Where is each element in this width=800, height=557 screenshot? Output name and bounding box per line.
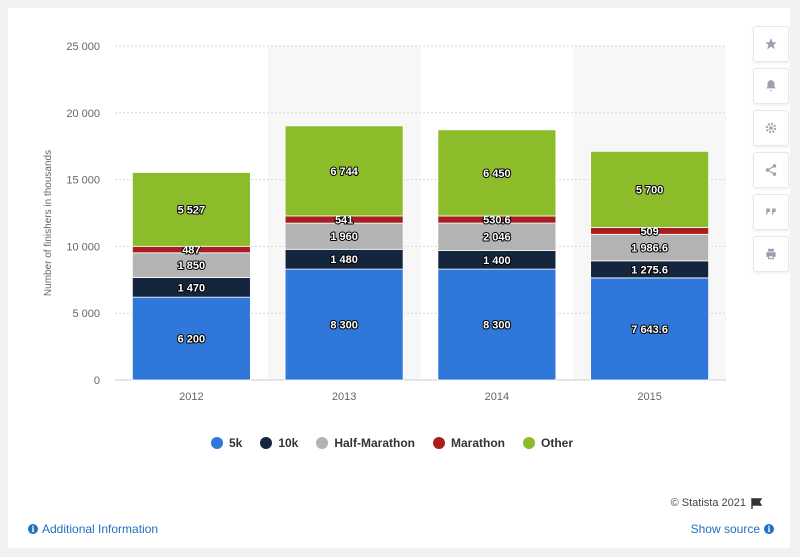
chart-svg: 0 5 000 10 000 15 000 20 000 25 000 6 200 1 47… [43, 41, 726, 403]
data-label: 6 200 [178, 334, 206, 346]
x-tick-label: 2013 [332, 391, 356, 403]
bar-segment[interactable] [590, 233, 710, 262]
legend-item[interactable]: 5k [210, 436, 243, 450]
bar-segment[interactable] [284, 268, 404, 381]
legend-label: Marathon [451, 436, 506, 450]
x-tick-label: 2012 [179, 391, 203, 403]
bar-segment[interactable] [437, 129, 557, 217]
data-label: 8 300 [483, 320, 511, 332]
bar-segment[interactable] [437, 222, 557, 251]
bar-segment[interactable] [131, 172, 251, 247]
show-source-link[interactable]: Show source i [691, 522, 774, 536]
data-label: 1 850 [178, 260, 206, 272]
cite-button[interactable] [753, 194, 789, 230]
credit-text: © Statista 2021 [670, 497, 746, 509]
x-tick-label: 2015 [637, 391, 661, 403]
y-tick-label: 25 000 [66, 41, 100, 53]
print-button[interactable] [753, 236, 789, 272]
bar-segment[interactable] [437, 268, 557, 381]
bar-segment[interactable] [284, 222, 404, 250]
bar-segment[interactable] [131, 296, 251, 381]
legend-label: Half-Marathon [334, 436, 416, 450]
toolbar [753, 26, 789, 278]
bar-segment[interactable] [590, 277, 710, 381]
quote-icon [766, 208, 776, 215]
data-label: 5 527 [178, 204, 206, 216]
x-tick-label: 2014 [485, 391, 509, 403]
data-label: 7 643.6 [631, 324, 668, 336]
bar-segment[interactable] [284, 125, 404, 217]
alert-button[interactable] [753, 68, 789, 104]
data-label: 2 046 [483, 232, 511, 244]
data-label: 5 700 [636, 184, 664, 196]
settings-button[interactable] [753, 110, 789, 146]
data-label: 6 450 [483, 168, 511, 180]
star-icon [765, 38, 777, 50]
legend-item[interactable]: 10k [260, 436, 298, 450]
share-icon [765, 164, 777, 176]
legend-label: 5k [228, 436, 243, 450]
data-label: 1 400 [483, 255, 511, 267]
legend-marker [260, 437, 273, 449]
y-tick-label: 20 000 [66, 108, 100, 120]
legend-item[interactable]: Other [523, 436, 573, 450]
data-label: 1 986.6 [631, 243, 668, 255]
additional-information-label: Additional Information [42, 522, 159, 536]
legend-marker [210, 437, 223, 449]
data-label: 487 [182, 245, 200, 257]
show-source-label: Show source [690, 522, 760, 536]
legend-item[interactable]: Marathon [433, 436, 505, 450]
legend-marker [433, 437, 446, 449]
bar-segment[interactable] [131, 252, 251, 278]
y-tick-label: 5 000 [72, 308, 100, 320]
data-label: 509 [640, 226, 658, 238]
legend-marker [316, 437, 329, 449]
chart-card: 0 5 000 10 000 15 000 20 000 25 000 6 200 1 47… [8, 8, 790, 548]
gear-icon [765, 122, 777, 134]
share-button[interactable] [753, 152, 789, 188]
bell-icon [766, 80, 776, 92]
data-label: 1 470 [178, 282, 206, 294]
y-tick-label: 0 [94, 375, 100, 387]
data-label: 541 [335, 215, 353, 227]
y-tick-label: 15 000 [66, 175, 100, 187]
data-label: 6 744 [330, 166, 358, 178]
data-label: 530.6 [483, 215, 511, 227]
legend-label: 10k [278, 436, 299, 450]
legend-marker [523, 437, 536, 449]
y-tick-label: 10 000 [66, 241, 100, 253]
favorite-button[interactable] [753, 26, 789, 62]
info-icon: i [764, 524, 774, 534]
data-label: 1 275.6 [631, 264, 668, 276]
data-label: 1 960 [330, 231, 358, 243]
print-icon [766, 248, 776, 260]
additional-information-link[interactable]: i Additional Information [28, 522, 158, 536]
statista-credit[interactable]: © Statista 2021 [671, 497, 763, 509]
flag-icon [751, 497, 763, 509]
legend-item[interactable]: Half-Marathon [316, 436, 415, 450]
data-label: 8 300 [330, 320, 358, 332]
y-axis-label: Number of finishers in thousands [43, 150, 54, 296]
data-label: 1 480 [330, 254, 358, 266]
info-icon: i [28, 524, 38, 534]
bar-segment[interactable] [590, 150, 710, 228]
chart-legend: 5k 10k Half-Marathon Marathon Other [8, 436, 776, 450]
legend-label: Other [541, 436, 574, 450]
